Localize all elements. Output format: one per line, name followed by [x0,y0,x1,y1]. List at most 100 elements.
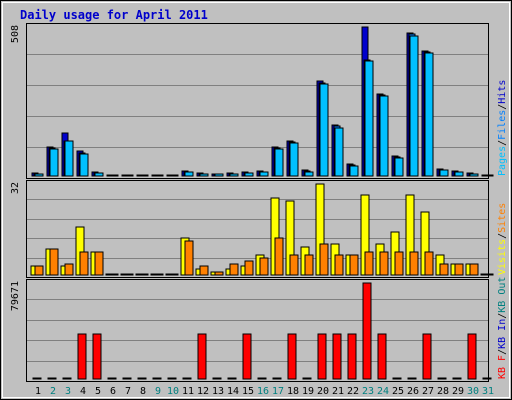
legend-entry: KB Out [497,277,508,313]
bar [289,254,299,276]
bar [302,377,312,380]
bar [379,251,389,276]
x-tick-label: 8 [140,386,146,397]
x-tick-label: 22 [347,386,359,397]
x-axis-labels: 1 2 3 4 5 6 7 8 9 10 11 12 13 14 15 16 17 18 19 20 21 22 23 24 2… [35,386,494,397]
bar [244,172,254,177]
bar [107,377,117,380]
series-pages [34,35,494,177]
legend-entry: Hits [497,80,508,104]
bar [109,174,119,177]
bar [392,377,402,380]
y-max-label: 32 [10,182,21,194]
bar [377,333,387,380]
legend-separator: / [497,104,508,110]
chart-title: Daily usage for April 2011 [20,8,208,22]
bar [49,148,59,177]
bar [32,377,42,380]
bar [452,377,462,380]
bar [62,377,72,380]
bar [274,237,284,276]
x-tick-label: 31 [482,386,494,397]
bar [317,333,327,380]
bar [259,171,269,177]
legend-separator: / [497,140,508,146]
bar [139,273,149,276]
bar [364,251,374,276]
legend-entry: Files [497,110,508,140]
bar [287,333,297,380]
bar [227,377,237,380]
legend-entry: KB In [497,319,508,349]
legend-separator: / [497,349,508,355]
bar [92,333,102,380]
bar [334,254,344,276]
x-tick-label: 19 [302,386,314,397]
y-max-label: 508 [10,25,21,43]
x-tick-label: 29 [452,386,464,397]
bar [422,333,432,380]
bar [169,273,179,276]
x-tick-label: 3 [65,386,71,397]
x-tick-label: 5 [95,386,101,397]
x-tick-label: 11 [182,386,194,397]
bar [47,377,57,380]
legend-entry: KB F [497,355,508,379]
bar [484,273,494,276]
legend-entry: Pages [497,146,508,176]
bar [259,257,269,276]
x-tick-label: 14 [227,386,239,397]
bar [197,333,207,380]
bar [199,173,209,177]
bar [154,273,164,276]
bar [289,142,299,177]
bar [319,83,329,177]
bar [379,95,389,177]
x-tick-label: 20 [317,386,329,397]
x-tick-label: 10 [167,386,179,397]
bar [257,377,267,380]
legend-entry: Sites [497,203,508,233]
bar [347,333,357,380]
bar [79,251,89,276]
bar [137,377,147,380]
bar [94,172,104,177]
x-tick-label: 28 [437,386,449,397]
legend-separator: / [497,313,508,319]
x-tick-label: 23 [362,386,374,397]
bar [229,263,239,276]
x-tick-label: 17 [272,386,284,397]
side-legend-label: Pages/Files/Hits [497,80,508,176]
side-legend-label: KB F/KB In/KB Out [497,277,508,379]
bar [437,377,447,380]
bar [34,173,44,177]
x-tick-label: 16 [257,386,269,397]
bar [34,265,44,276]
x-tick-label: 2 [50,386,56,397]
bar [454,171,464,177]
series-sites [34,237,494,276]
bar [484,174,494,177]
bar [439,169,449,177]
bar [242,333,252,380]
bar [332,333,342,380]
bar [49,248,59,276]
bar [409,35,419,177]
bar [214,173,224,177]
bar [304,171,314,177]
bar [319,243,329,276]
bar [124,273,134,276]
bar [122,377,132,380]
bar [184,171,194,177]
bar [152,377,162,380]
side-legend-label: Visits/Sites [497,203,508,275]
series-kb-f [32,282,492,380]
bar [182,377,192,380]
bar [394,157,404,177]
bar [439,263,449,276]
bar [167,377,177,380]
x-tick-label: 18 [287,386,299,397]
bar [409,251,419,276]
